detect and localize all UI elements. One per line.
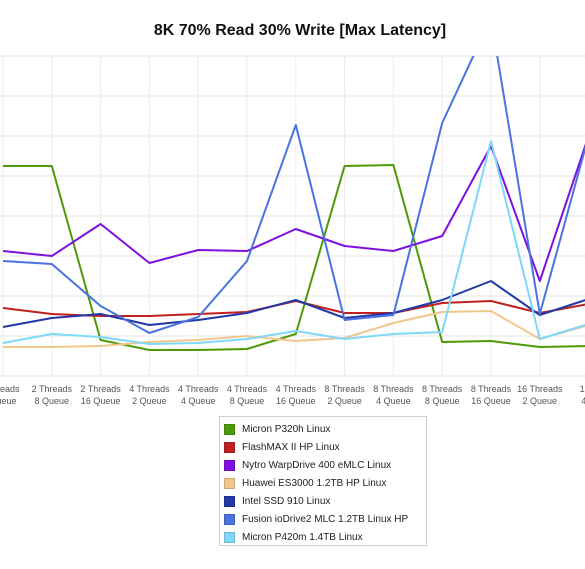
legend-swatch [224, 531, 235, 543]
x-tick-label: 4 Threads 4 Queue [178, 384, 219, 406]
legend-entry: Micron P420m 1.4TB Linux [224, 528, 426, 546]
legend-entry: Huawei ES3000 1.2TB HP Linux [224, 474, 426, 492]
legend-swatch [224, 423, 235, 435]
legend-label: Fusion ioDrive2 MLC 1.2TB Linux HP [242, 513, 409, 525]
x-tick-label: 8 Threads 2 Queue [324, 384, 365, 406]
series-line-4 [3, 310, 585, 348]
x-tick-label: 16 T4 Q [580, 384, 585, 406]
legend-label: Intel SSD 910 Linux [242, 495, 331, 507]
series-line-3 [2, 143, 585, 282]
legend-swatch [224, 441, 235, 453]
legend-entry: FlashMAX II HP Linux [224, 438, 426, 456]
x-tick-label: 8 Threads 16 Queue [471, 384, 512, 406]
series-line-5 [2, 280, 585, 328]
legend-label: Micron P320h Linux [242, 423, 331, 435]
x-tick-label: 4 Threads 8 Queue [227, 384, 268, 406]
legend-swatch [224, 513, 235, 525]
legend-swatch [224, 477, 235, 489]
legend-label: FlashMAX II HP Linux [242, 441, 340, 453]
legend-swatch [224, 495, 235, 507]
series-line-6 [2, 56, 585, 334]
x-tick-label: ThreadsQueue [0, 384, 20, 406]
grid-lines [0, 55, 585, 377]
legend: Micron P320h Linux FlashMAX II HP Linux Ny… [219, 416, 427, 546]
x-tick-label: 8 Threads 8 Queue [422, 384, 463, 406]
legend-entry: Intel SSD 910 Linux [224, 492, 426, 510]
x-tick-label: 8 Threads 4 Queue [373, 384, 414, 406]
legend-entry: Fusion ioDrive2 MLC 1.2TB Linux HP [224, 510, 426, 528]
legend-label: Nytro WarpDrive 400 eMLC Linux [242, 459, 392, 471]
x-tick-label: 2 Threads 8 Queue [32, 384, 73, 406]
x-tick-label: 4 Threads 2 Queue [129, 384, 170, 406]
legend-entry: Nytro WarpDrive 400 eMLC Linux [224, 456, 426, 474]
chart-title: 8K 70% Read 30% Write [Max Latency] [154, 22, 446, 39]
series-line-7 [2, 140, 585, 345]
x-tick-label: 2 Threads 16 Queue [80, 384, 121, 406]
x-tick-label: 4 Threads 16 Queue [276, 384, 317, 406]
legend-entry: Micron P320h Linux [224, 420, 426, 438]
legend-swatch [224, 459, 235, 471]
x-tick-label: 16 Threads 2 Queue [517, 384, 563, 406]
legend-label: Huawei ES3000 1.2TB HP Linux [242, 477, 387, 489]
series-lines [2, 56, 585, 351]
legend-label: Micron P420m 1.4TB Linux [242, 531, 363, 543]
series-line-1 [3, 164, 585, 351]
